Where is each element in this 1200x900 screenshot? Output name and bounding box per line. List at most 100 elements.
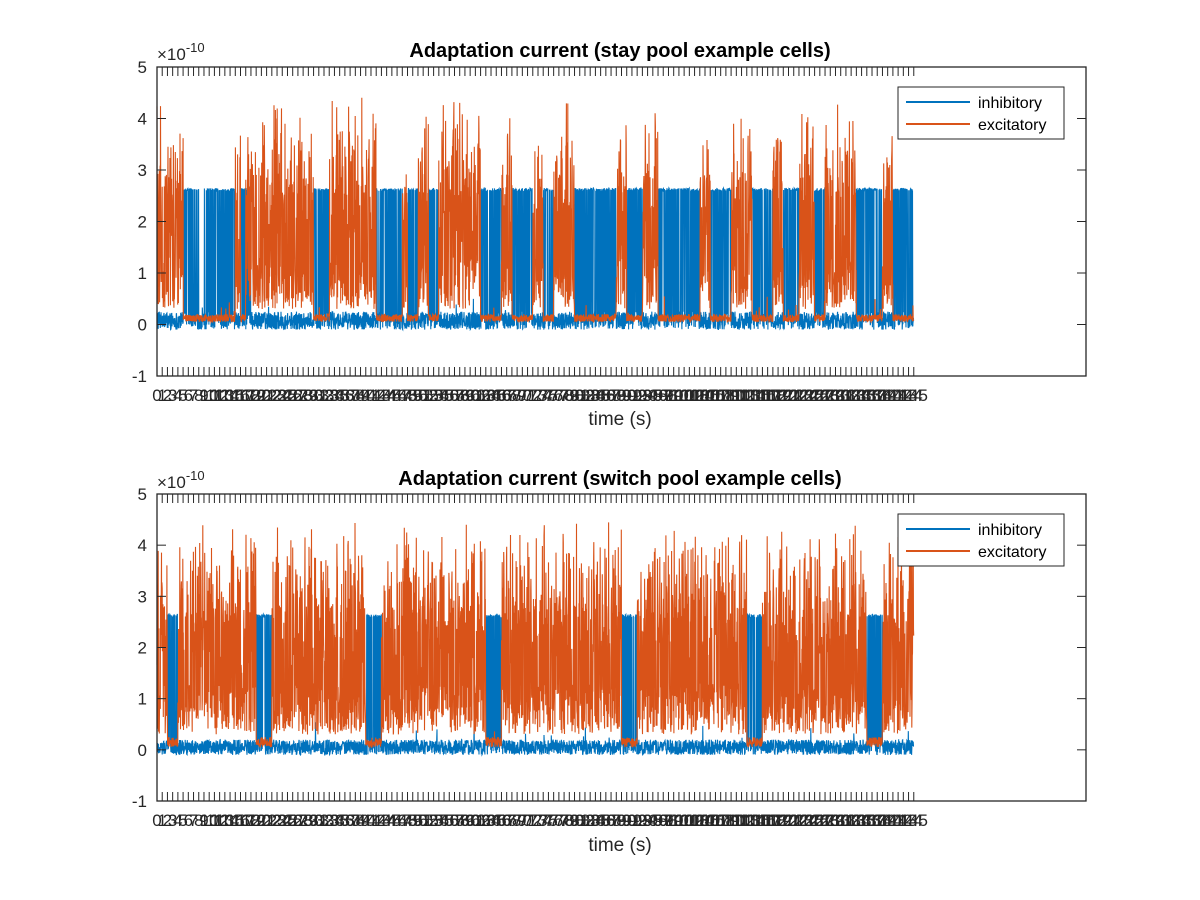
x-tick-label: 60 [461, 386, 480, 405]
x-tick-label: 75 [539, 386, 558, 405]
x-tick-label: 5 [178, 811, 187, 830]
x-tick-label: 113 [733, 386, 760, 405]
x-tick-label: 82 [576, 811, 595, 830]
x-tick-label: 64 [482, 386, 501, 405]
x-tick-label: 113 [733, 811, 760, 830]
x-tick-label: 74 [534, 386, 553, 405]
x-tick-label: 50 [408, 811, 427, 830]
x-tick-label: 18 [241, 811, 260, 830]
x-tick-label: 61 [466, 386, 485, 405]
x-tick-label: 73 [529, 386, 548, 405]
x-tick-label: 30 [304, 811, 323, 830]
x-tick-label: 18 [241, 386, 260, 405]
x-tick-label: 104 [686, 811, 714, 830]
x-tick-label: 88 [607, 386, 626, 405]
x-tick-label: 140 [873, 811, 901, 830]
x-tick-label: 117 [754, 811, 781, 830]
x-tick-label: 136 [853, 386, 881, 405]
x-tick-label: 80 [565, 811, 584, 830]
x-tick-label: 114 [738, 811, 765, 830]
x-tick-label: 120 [769, 386, 797, 405]
x-tick-label: 23 [268, 811, 287, 830]
x-tick-label: 48 [398, 811, 417, 830]
x-tick-label: 87 [602, 386, 621, 405]
x-tick-label: 3 [168, 386, 177, 405]
x-tick-label: 102 [675, 386, 703, 405]
x-tick-label: 33 [320, 811, 339, 830]
x-tick-label: 70 [513, 386, 532, 405]
x-tick-label: 43 [372, 386, 391, 405]
x-tick-label: 58 [450, 386, 469, 405]
x-tick-label: 126 [800, 811, 828, 830]
x-tick-label: 44 [377, 386, 396, 405]
y-exponent-base: ×10 [157, 45, 186, 64]
x-tick-label: 77 [549, 386, 568, 405]
x-tick-label: 145 [900, 811, 928, 830]
x-tick-label: 99 [664, 386, 683, 405]
x-tick-label: 8 [194, 811, 203, 830]
y-tick-label: -1 [132, 367, 147, 386]
x-tick-label: 49 [403, 386, 422, 405]
x-tick-label: 90 [617, 811, 636, 830]
x-tick-label: 138 [863, 386, 891, 405]
x-tick-label: 16 [231, 386, 250, 405]
x-tick-label: 10 [200, 386, 219, 405]
x-tick-label: 7 [189, 811, 198, 830]
x-tick-label: 46 [388, 386, 407, 405]
x-tick-label: 17 [236, 811, 255, 830]
x-tick-label: 16 [231, 811, 250, 830]
x-tick-label: 29 [299, 386, 318, 405]
x-tick-label: 65 [487, 386, 506, 405]
legend: inhibitory excitatory [897, 86, 1065, 140]
x-tick-label: 26 [283, 811, 302, 830]
y-tick-label: 1 [138, 264, 147, 283]
x-tick-label: 13 [215, 811, 234, 830]
x-tick-label: 144 [894, 386, 922, 405]
x-tick-label: 2 [163, 811, 172, 830]
x-tick-label: 114 [738, 386, 765, 405]
series-line-inhibitory [156, 612, 915, 757]
x-tick-label: 69 [508, 811, 527, 830]
y-tick-label: 5 [138, 485, 147, 504]
x-tick-label: 63 [476, 386, 495, 405]
x-tick-label: 73 [529, 811, 548, 830]
x-tick-label: 59 [455, 811, 474, 830]
legend-label-inhibitory: inhibitory [978, 95, 1042, 112]
x-tick-label: 45 [382, 811, 401, 830]
x-tick-label: 137 [858, 386, 886, 405]
x-tick-label: 89 [612, 386, 631, 405]
x-tick-label: 124 [790, 811, 818, 830]
x-tick-label: 83 [581, 386, 600, 405]
x-tick-label: 76 [544, 811, 563, 830]
x-tick-label: 22 [262, 811, 281, 830]
x-tick-label: 54 [429, 386, 448, 405]
x-tick-label: 118 [759, 811, 786, 830]
x-tick-label: 104 [686, 386, 714, 405]
x-tick-label: 44 [377, 811, 396, 830]
x-tick-label: 31 [309, 811, 328, 830]
x-tick-label: 103 [680, 811, 708, 830]
y-exponent-label: ×10-10 [157, 40, 205, 64]
x-tick-label: 137 [858, 811, 886, 830]
legend-box [897, 86, 1065, 140]
x-tick-label: 125 [795, 811, 823, 830]
x-tick-label: 59 [455, 386, 474, 405]
x-tick-label: 92 [628, 811, 647, 830]
x-tick-label: 107 [701, 386, 729, 405]
chart-title: Adaptation current (stay pool example ce… [409, 40, 830, 62]
x-tick-label: 101 [670, 386, 698, 405]
x-tick-label: 77 [549, 811, 568, 830]
x-tick-label: 19 [247, 386, 266, 405]
y-exponent-label: ×10-10 [157, 468, 205, 492]
x-tick-label: 3 [168, 811, 177, 830]
x-tick-label: 121 [774, 811, 802, 830]
x-tick-label: 75 [539, 811, 558, 830]
x-tick-label: 132 [832, 386, 860, 405]
x-tick-label: 94 [638, 811, 657, 830]
x-tick-label: 26 [283, 386, 302, 405]
x-tick-label: 142 [884, 811, 912, 830]
x-tick-label: 116 [749, 811, 776, 830]
x-tick-label: 131 [827, 811, 855, 830]
y-tick-label: 5 [138, 58, 147, 77]
